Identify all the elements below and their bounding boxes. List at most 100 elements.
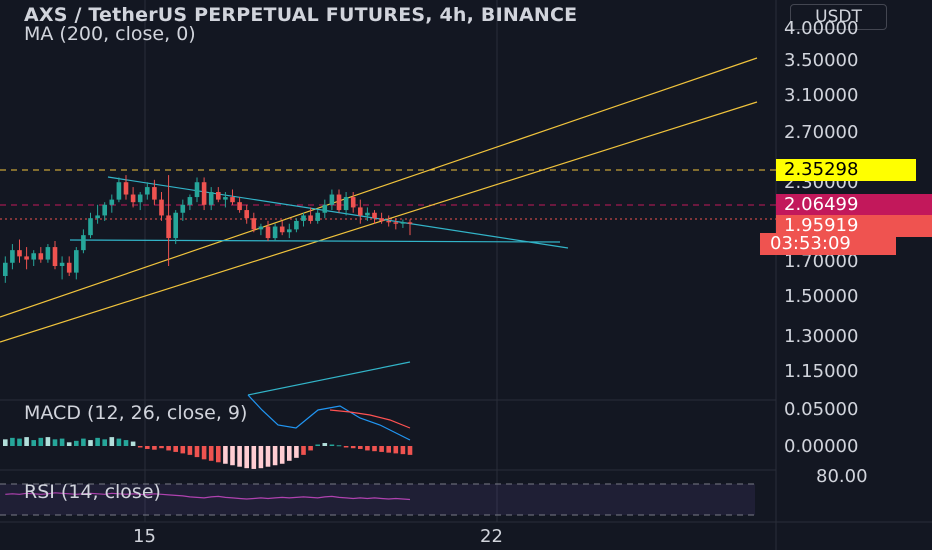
trendline-cyan [247,361,411,396]
level-price-label[interactable]: 2.06499 [776,194,932,216]
macd-bar [10,437,15,446]
candle-series [3,175,413,283]
price-tick-label: 4.00000 [784,18,859,39]
macd-bar [400,446,406,455]
candle-up [365,212,370,216]
candle-up [81,235,86,251]
candle-down [230,197,235,203]
macd-bar [201,446,207,460]
macd-bar [137,446,143,448]
candle-down [237,202,242,211]
candle-up [95,215,100,219]
macd-bar [123,440,129,446]
candle-down [159,199,164,216]
candle-up [258,226,264,230]
currency-button[interactable]: USDT [790,4,887,30]
candle-down [350,197,356,208]
candle-up [102,204,107,216]
macd-bar [180,446,186,454]
macd-bar [95,437,100,446]
candle-down [372,212,377,219]
candle-up [10,250,15,263]
candle-down [265,226,271,239]
macd-bar [59,438,65,446]
macd-bar [159,446,164,449]
candle-down [308,215,313,221]
alert-price-label[interactable]: 2.35298 [776,159,916,181]
candle-up [194,182,200,198]
rsi-band [0,484,755,515]
price-tick-label: 1.30000 [784,326,859,347]
macd-bar [17,438,22,446]
macd-bar [393,446,399,454]
candle-up [137,194,143,203]
macd-indicator-label[interactable]: MACD (12, 26, close, 9) [24,402,248,424]
candle-down [407,222,413,224]
macd-bar [152,446,157,450]
candle-up [343,197,349,211]
candle-up [109,199,115,205]
bar-countdown-label: 03:53:09 [760,233,896,255]
macd-bar [315,444,320,446]
trendline-cyan [69,239,561,243]
candle-up [223,197,228,200]
rsi-line [5,492,411,501]
candle-up [287,229,292,233]
macd-bar [194,446,200,458]
candle-down [386,220,391,223]
candle-up [59,262,65,267]
price-tick-label: 1.15000 [784,361,859,382]
macd-bar [24,437,29,446]
macd-bar [45,437,51,446]
candle-up [400,222,406,224]
price-tick-label: 2.70000 [784,122,859,143]
candle-down [130,194,136,203]
macd-tick-label: 0.00000 [784,436,859,457]
candle-up [294,220,299,230]
candle-up [301,215,306,221]
candle-up [31,253,36,260]
candle-down [17,250,22,257]
macd-bar [74,440,79,446]
macd-bar [287,446,292,461]
macd-bar [130,441,136,446]
candle-down [244,210,249,219]
candle-up [3,262,8,276]
macd-bar [336,445,342,447]
candle-up [208,192,214,205]
trendlines[interactable] [0,57,758,396]
candle-up [45,247,51,260]
date-tick-label: 22 [480,526,503,547]
macd-bar [52,439,58,446]
candle-up [180,204,186,213]
rsi-indicator-label[interactable]: RSI (14, close) [24,481,161,503]
macd-bar [237,446,242,467]
trendline-yellow [0,57,758,318]
last-price-label[interactable]: 1.95919 [776,215,932,237]
macd-bar [66,442,72,446]
macd-bar [88,440,93,446]
macd-bar [31,440,36,446]
candle-up [187,197,193,205]
candle-up [88,218,93,236]
macd-bar [329,444,335,446]
price-tick-label: 3.10000 [784,85,859,106]
macd-bar [166,446,171,451]
candle-down [152,187,157,200]
ma-indicator-label[interactable]: MA (200, close, 0) [24,23,196,45]
macd-bar [358,446,363,449]
candle-down [379,218,384,221]
candle-up [322,204,328,213]
candle-down [393,222,399,224]
macd-bar [386,446,391,453]
candle-up [173,212,178,239]
macd-bar [372,446,377,452]
macd-tick-label: 0.05000 [784,399,859,420]
price-tick-label: 1.50000 [784,286,859,307]
candle-down [166,215,171,239]
symbol-title: AXS / TetherUS PERPETUAL FUTURES, 4h, BI… [24,4,578,26]
candle-down [24,256,29,260]
candle-down [123,182,129,195]
